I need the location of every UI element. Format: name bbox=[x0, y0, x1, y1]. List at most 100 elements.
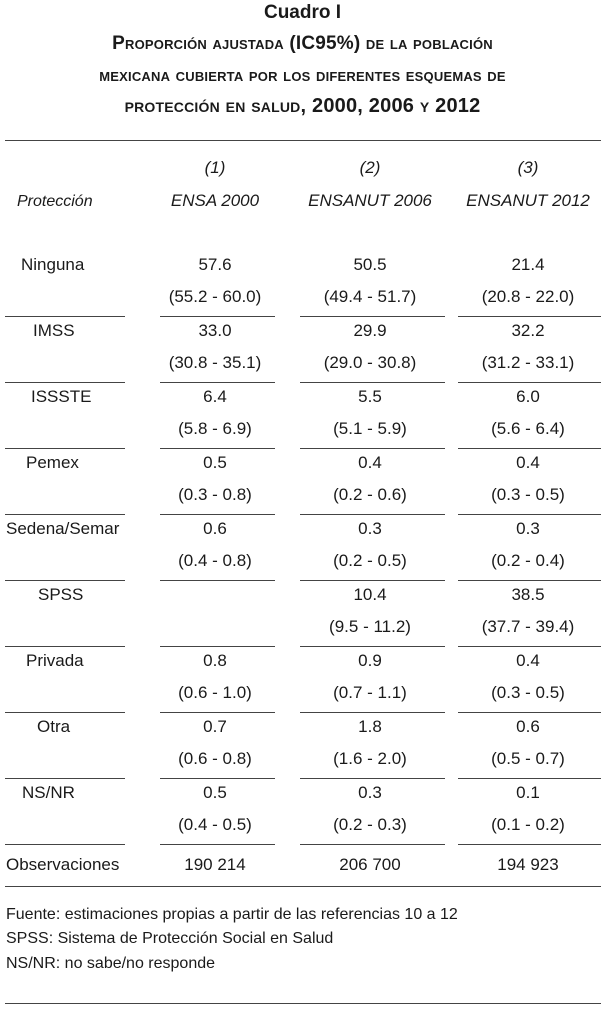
row-label: SPSS bbox=[38, 585, 84, 604]
row-confidence-interval: (0.2 - 0.5) bbox=[333, 551, 407, 570]
row-confidence-interval: (20.8 - 22.0) bbox=[481, 287, 575, 306]
row-confidence-interval: (0.4 - 0.8) bbox=[178, 551, 252, 570]
row-confidence-interval: (0.1 - 0.2) bbox=[491, 815, 565, 834]
row-value: 6.0 bbox=[516, 387, 540, 406]
footnote-nsnr: NS/NR: no sabe/no responde bbox=[6, 955, 216, 972]
row-confidence-interval: (0.2 - 0.3) bbox=[333, 815, 407, 834]
row-separator bbox=[458, 844, 601, 845]
column-number-3: (3) bbox=[517, 158, 539, 177]
row-value: 0.4 bbox=[358, 453, 382, 472]
row-separator bbox=[458, 778, 601, 779]
row-value: 0.5 bbox=[203, 453, 227, 472]
row-separator bbox=[300, 844, 445, 845]
observations-value-2: 206 700 bbox=[339, 855, 401, 874]
column-number-2: (2) bbox=[359, 158, 381, 177]
row-value: 29.9 bbox=[353, 321, 387, 340]
row-separator bbox=[5, 448, 125, 449]
row-value: 33.0 bbox=[198, 321, 232, 340]
row-label: Ninguna bbox=[21, 255, 85, 274]
row-separator bbox=[5, 514, 125, 515]
bottom-rule bbox=[5, 1003, 601, 1004]
row-value: 0.3 bbox=[516, 519, 540, 538]
top-rule bbox=[5, 140, 601, 141]
row-confidence-interval: (0.3 - 0.5) bbox=[491, 683, 565, 702]
row-confidence-interval: (55.2 - 60.0) bbox=[168, 287, 262, 306]
column-header-1: ENSA 2000 bbox=[170, 191, 260, 210]
row-separator bbox=[160, 778, 275, 779]
row-separator bbox=[5, 844, 125, 845]
row-label: Privada bbox=[26, 651, 84, 670]
row-separator bbox=[160, 382, 275, 383]
row-separator bbox=[300, 778, 445, 779]
row-value: 0.1 bbox=[516, 783, 540, 802]
row-separator bbox=[160, 514, 275, 515]
row-separator bbox=[160, 580, 275, 581]
row-confidence-interval: (0.6 - 0.8) bbox=[178, 749, 252, 768]
row-separator bbox=[160, 712, 275, 713]
row-label: Sedena/Semar bbox=[6, 519, 120, 538]
row-separator bbox=[300, 382, 445, 383]
row-separator bbox=[458, 316, 601, 317]
row-separator bbox=[300, 646, 445, 647]
row-separator bbox=[5, 316, 125, 317]
row-value: 50.5 bbox=[353, 255, 387, 274]
row-separator bbox=[160, 844, 275, 845]
row-confidence-interval: (29.0 - 30.8) bbox=[323, 353, 417, 372]
row-value: 0.4 bbox=[516, 453, 540, 472]
row-value: 57.6 bbox=[198, 255, 232, 274]
row-separator bbox=[5, 712, 125, 713]
row-value: 32.2 bbox=[511, 321, 545, 340]
row-separator bbox=[458, 712, 601, 713]
row-separator bbox=[458, 646, 601, 647]
table-title-line-2: mexicana cubierta por los diferentes esq… bbox=[99, 65, 506, 86]
row-separator bbox=[458, 514, 601, 515]
column-header-2: ENSANUT 2006 bbox=[308, 191, 432, 210]
row-separator bbox=[5, 382, 125, 383]
row-confidence-interval: (0.7 - 1.1) bbox=[333, 683, 407, 702]
row-value: 0.6 bbox=[516, 717, 540, 736]
row-confidence-interval: (5.1 - 5.9) bbox=[333, 419, 407, 438]
row-separator bbox=[300, 448, 445, 449]
row-separator bbox=[5, 580, 125, 581]
row-value: 0.3 bbox=[358, 519, 382, 538]
footnote-source: Fuente: estimaciones propias a partir de… bbox=[6, 906, 458, 923]
row-confidence-interval: (0.4 - 0.5) bbox=[178, 815, 252, 834]
row-value: 21.4 bbox=[511, 255, 545, 274]
row-value: 0.4 bbox=[516, 651, 540, 670]
row-value: 0.3 bbox=[358, 783, 382, 802]
row-confidence-interval: (30.8 - 35.1) bbox=[168, 353, 262, 372]
row-label: IMSS bbox=[33, 321, 75, 340]
row-separator bbox=[458, 382, 601, 383]
observations-value-1: 190 214 bbox=[184, 855, 246, 874]
row-label: Pemex bbox=[26, 453, 79, 472]
row-confidence-interval: (0.2 - 0.6) bbox=[333, 485, 407, 504]
row-value: 0.9 bbox=[358, 651, 382, 670]
column-number-1: (1) bbox=[204, 158, 226, 177]
row-value: 5.5 bbox=[358, 387, 382, 406]
row-separator bbox=[160, 316, 275, 317]
row-separator bbox=[5, 646, 125, 647]
table-title-line-3: protección en salud, 2000, 2006 y 2012 bbox=[124, 95, 481, 117]
table-number: Cuadro I bbox=[263, 2, 342, 23]
row-separator bbox=[458, 580, 601, 581]
row-separator bbox=[5, 778, 125, 779]
row-label: ISSSTE bbox=[31, 387, 92, 406]
row-header-label: Protección bbox=[17, 193, 93, 210]
row-value: 38.5 bbox=[511, 585, 545, 604]
row-value: 1.8 bbox=[358, 717, 382, 736]
row-value: 6.4 bbox=[203, 387, 227, 406]
row-confidence-interval: (49.4 - 51.7) bbox=[323, 287, 417, 306]
row-confidence-interval: (0.5 - 0.7) bbox=[491, 749, 565, 768]
footnote-spss: SPSS: Sistema de Protección Social en Sa… bbox=[6, 930, 334, 947]
row-separator bbox=[300, 514, 445, 515]
observations-label: Observaciones bbox=[6, 855, 120, 874]
row-confidence-interval: (0.2 - 0.4) bbox=[491, 551, 565, 570]
column-header-3: ENSANUT 2012 bbox=[466, 191, 590, 210]
row-separator bbox=[300, 580, 445, 581]
row-confidence-interval: (0.6 - 1.0) bbox=[178, 683, 252, 702]
row-confidence-interval: (37.7 - 39.4) bbox=[481, 617, 575, 636]
row-separator bbox=[300, 316, 445, 317]
row-separator bbox=[300, 712, 445, 713]
row-confidence-interval: (0.3 - 0.5) bbox=[491, 485, 565, 504]
row-confidence-interval: (1.6 - 2.0) bbox=[333, 749, 407, 768]
